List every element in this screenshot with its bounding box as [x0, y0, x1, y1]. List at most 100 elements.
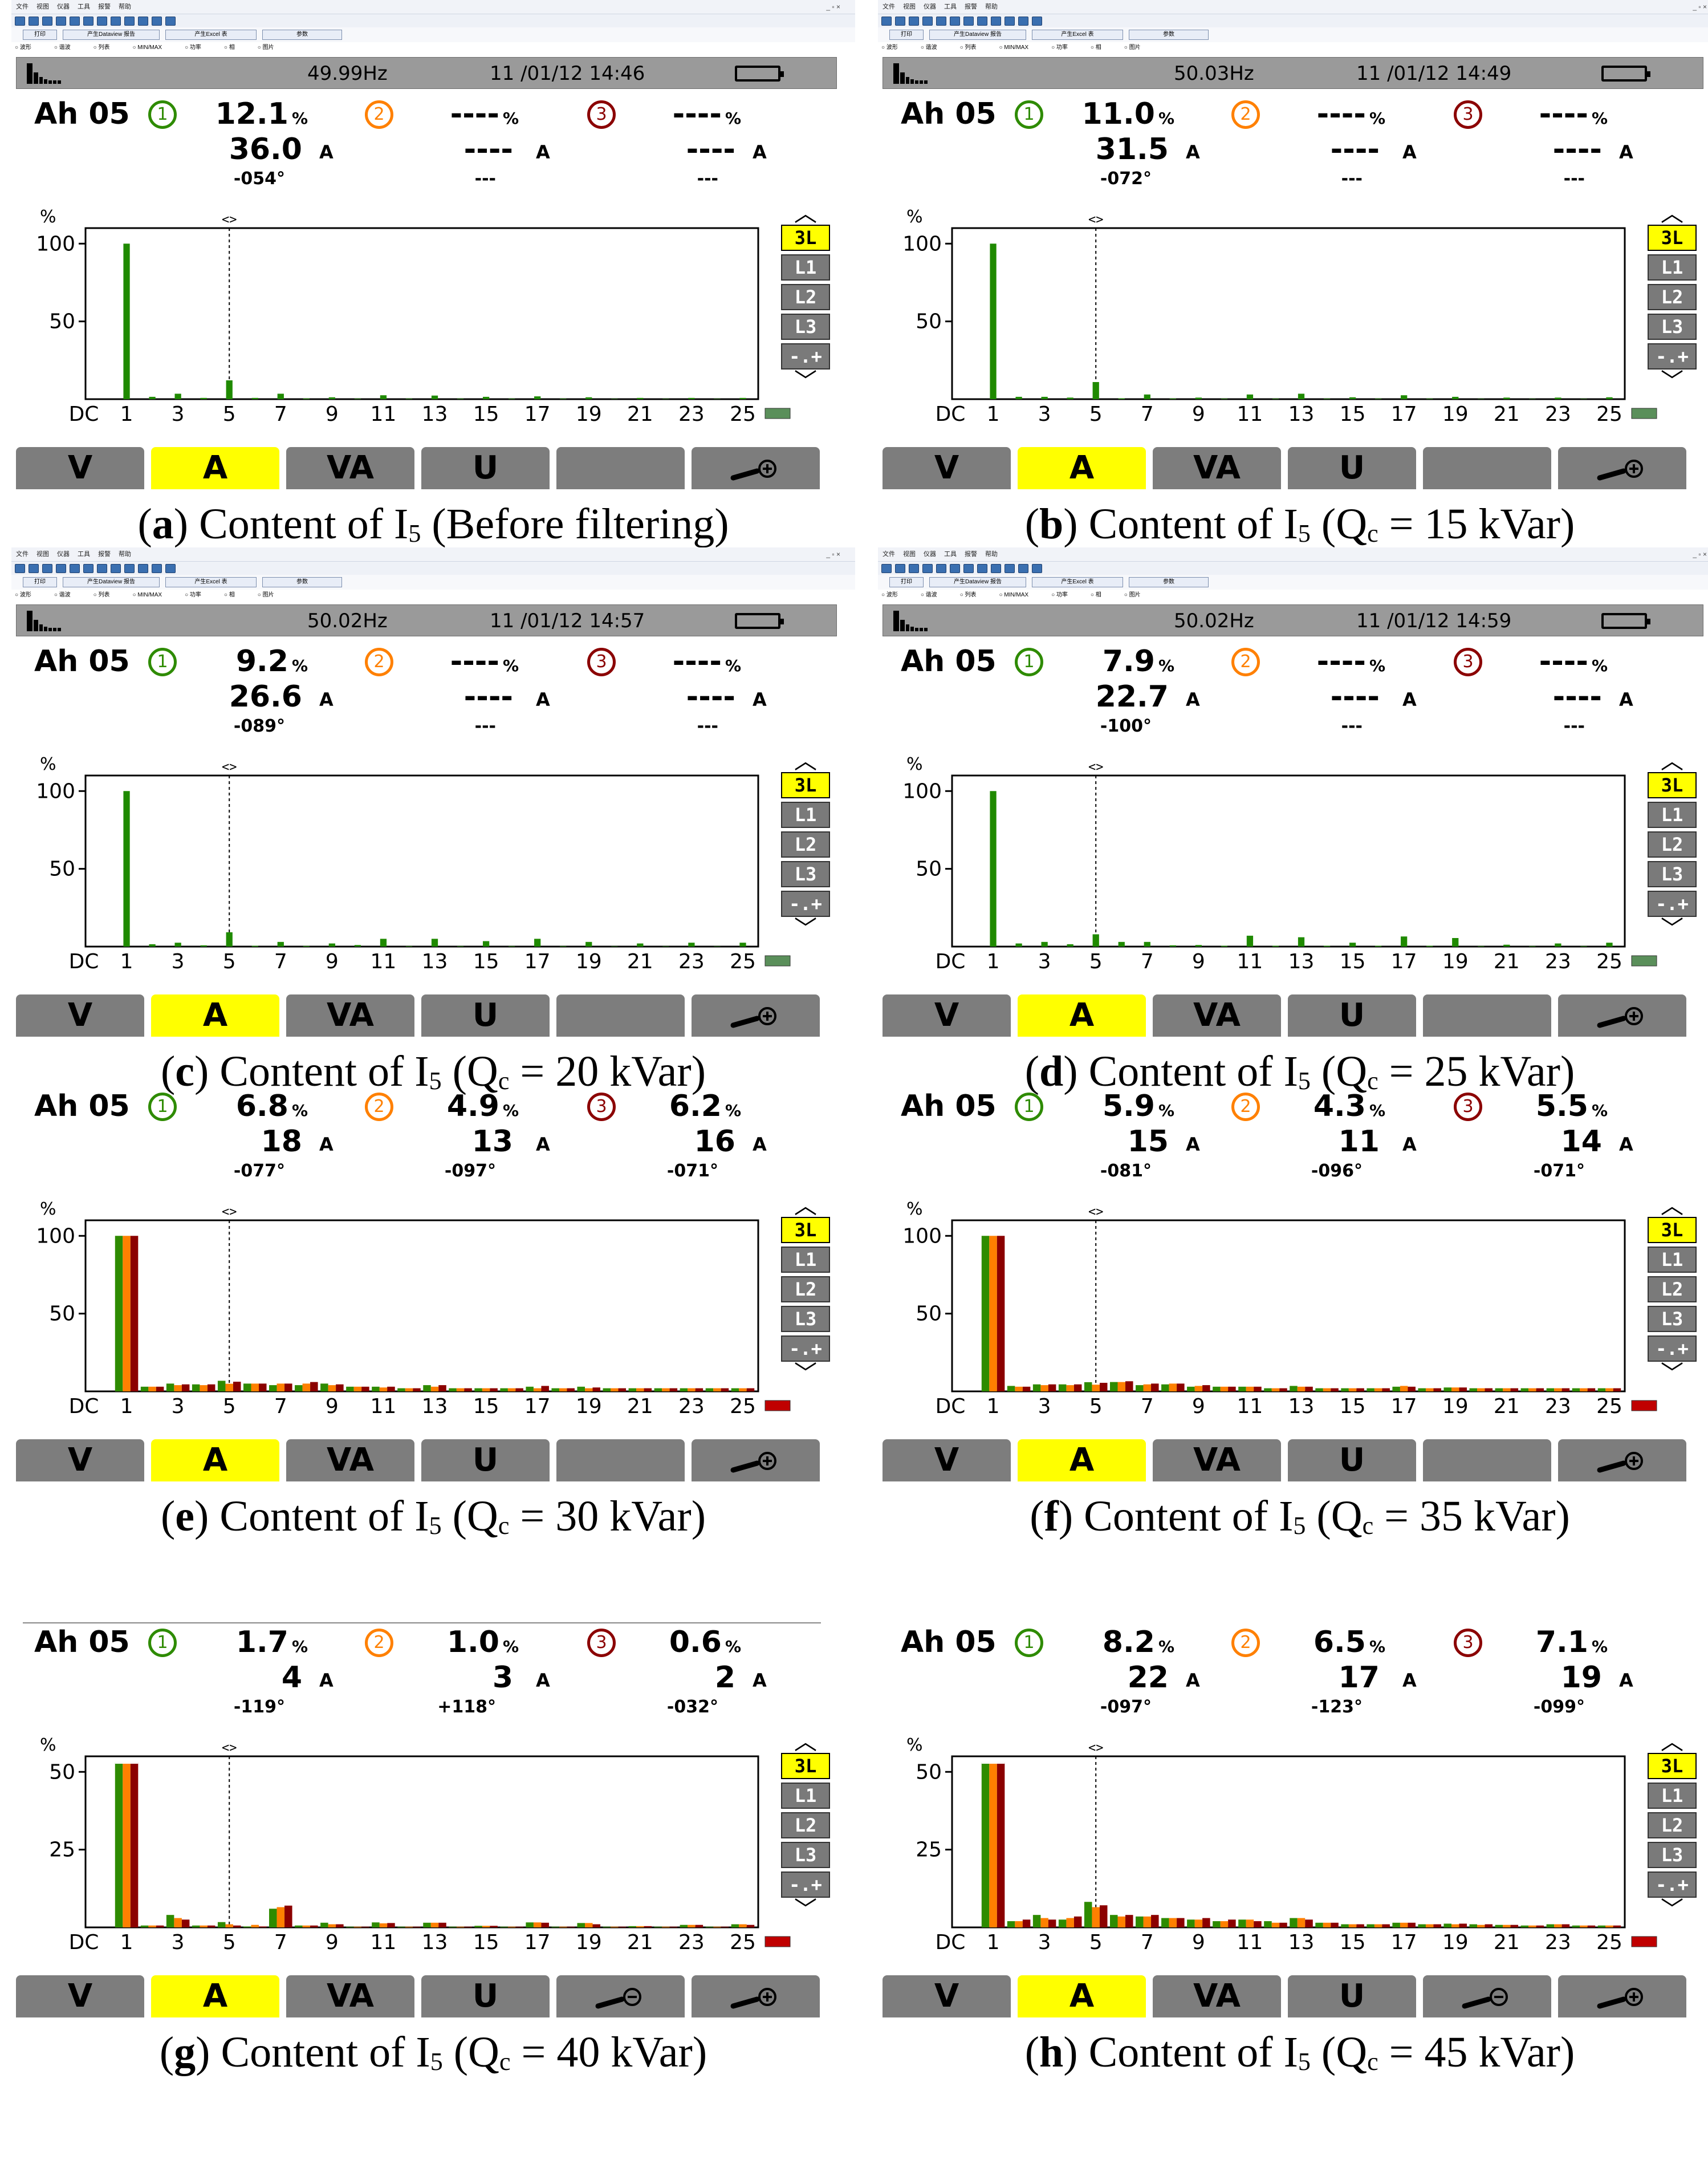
tab-zoom-in[interactable] [1558, 994, 1686, 1037]
tab-u[interactable]: U [421, 994, 550, 1037]
tab-u[interactable]: U [1288, 447, 1416, 489]
toolbar-icon[interactable] [165, 564, 176, 573]
toolbar-icon[interactable] [1018, 17, 1028, 26]
tab-a[interactable]: A [151, 447, 279, 489]
toolbar-icon[interactable] [56, 17, 66, 26]
scroll-right-icon[interactable] [1631, 408, 1657, 419]
phase-button-4[interactable]: L3 [781, 1842, 830, 1868]
toolbar-icon[interactable] [83, 564, 93, 573]
menu-item[interactable]: 帮助 [119, 551, 131, 558]
phase-button-3[interactable]: L2 [1648, 284, 1697, 310]
chevron-up-icon[interactable]: ︿ [794, 1193, 817, 1219]
phase-button-1[interactable]: 3L [1648, 1753, 1697, 1779]
scroll-right-icon[interactable] [764, 1936, 791, 1947]
menu-item[interactable]: 工具 [78, 3, 90, 10]
phase-button-4[interactable]: L3 [1648, 1842, 1697, 1868]
phase-button-4[interactable]: L3 [1648, 1306, 1697, 1332]
view-radio[interactable]: ○ 相 [223, 44, 235, 51]
view-radio[interactable]: ○ 功率 [1051, 592, 1068, 598]
view-radio[interactable]: ○ 列表 [959, 592, 977, 598]
tab-a[interactable]: A [1018, 1975, 1146, 2017]
phase-button-2[interactable]: L1 [781, 1783, 830, 1809]
view-radio[interactable]: ○ 图片 [257, 592, 274, 598]
phase-button-2[interactable]: L1 [781, 802, 830, 828]
view-radio[interactable]: ○ 波形 [15, 592, 31, 598]
toolbar-icon[interactable] [83, 17, 93, 26]
toolbar-icon[interactable] [895, 564, 905, 573]
phase-button-4[interactable]: L3 [1648, 314, 1697, 340]
phase-button-2[interactable]: L1 [1648, 254, 1697, 281]
view-radio[interactable]: ○ 功率 [185, 44, 201, 51]
tab-v[interactable]: V [883, 1975, 1011, 2017]
toolbar-icon[interactable] [909, 564, 919, 573]
toolbar-icon[interactable] [138, 564, 148, 573]
phase-button-3[interactable]: L2 [1648, 1276, 1697, 1302]
chevron-down-icon[interactable]: ﹀ [1661, 916, 1683, 942]
report-button[interactable]: 产生Dataview 报告 [929, 30, 1026, 40]
view-radio[interactable]: ○ 波形 [881, 592, 898, 598]
toolbar-icon[interactable] [936, 564, 946, 573]
tab-zoom-out[interactable] [1423, 1975, 1551, 2017]
tab-v[interactable]: V [16, 994, 144, 1037]
menu-item[interactable]: 文件 [883, 551, 895, 558]
tab-u[interactable]: U [421, 447, 550, 489]
tab-va[interactable]: VA [1153, 1439, 1281, 1481]
phase-button-5[interactable]: -.+ [781, 891, 830, 917]
view-radio[interactable]: ○ MIN/MAX [999, 44, 1029, 51]
tab-a[interactable]: A [151, 1439, 279, 1481]
tab-zoom-out[interactable] [556, 1975, 685, 2017]
view-radio[interactable]: ○ 谐波 [920, 44, 937, 51]
window-controls[interactable]: _ ▫ × [1693, 3, 1707, 11]
tab-zoom-in[interactable] [692, 1975, 820, 2017]
phase-button-1[interactable]: 3L [781, 1753, 830, 1779]
toolbar-icon[interactable] [909, 17, 919, 26]
report-button[interactable]: 打印 [889, 30, 924, 40]
phase-button-1[interactable]: 3L [1648, 1217, 1697, 1243]
report-button[interactable]: 产生Dataview 报告 [63, 30, 160, 40]
menu-item[interactable]: 帮助 [985, 3, 998, 10]
phase-button-3[interactable]: L2 [781, 1276, 830, 1302]
phase-button-3[interactable]: L2 [1648, 831, 1697, 858]
menu-item[interactable]: 仪器 [57, 3, 70, 10]
menu-item[interactable]: 帮助 [985, 551, 998, 558]
view-radio[interactable]: ○ 波形 [881, 44, 898, 51]
view-radio[interactable]: ○ 图片 [257, 44, 274, 51]
menu-item[interactable]: 工具 [944, 551, 957, 558]
toolbar-icon[interactable] [881, 564, 892, 573]
toolbar-icon[interactable] [1032, 17, 1042, 26]
window-controls[interactable]: _ ▫ × [826, 550, 840, 558]
view-radio[interactable]: ○ 谐波 [54, 592, 71, 598]
phase-button-2[interactable]: L1 [781, 1247, 830, 1273]
chevron-up-icon[interactable]: ︿ [1661, 748, 1683, 774]
toolbar-icon[interactable] [977, 17, 987, 26]
view-radio[interactable]: ○ MIN/MAX [132, 592, 162, 598]
tab-v[interactable]: V [16, 447, 144, 489]
view-radio[interactable]: ○ MIN/MAX [132, 44, 162, 51]
toolbar-icon[interactable] [70, 17, 80, 26]
view-radio[interactable]: ○ 列表 [959, 44, 977, 51]
phase-button-3[interactable]: L2 [781, 1812, 830, 1838]
scroll-right-icon[interactable] [1631, 1400, 1657, 1411]
menu-item[interactable]: 报警 [965, 551, 977, 558]
toolbar-icon[interactable] [977, 564, 987, 573]
tab-va[interactable]: VA [1153, 994, 1281, 1037]
toolbar-icon[interactable] [1018, 564, 1028, 573]
toolbar-icon[interactable] [138, 17, 148, 26]
report-button[interactable]: 参数 [262, 30, 342, 40]
tab-zoom-in[interactable] [1558, 1439, 1686, 1481]
chevron-up-icon[interactable]: ︿ [1661, 1193, 1683, 1219]
report-button[interactable]: 参数 [1129, 577, 1209, 587]
toolbar-icon[interactable] [124, 17, 135, 26]
menu-item[interactable]: 报警 [98, 551, 111, 558]
phase-button-2[interactable]: L1 [1648, 1247, 1697, 1273]
menu-item[interactable]: 文件 [16, 551, 29, 558]
chevron-up-icon[interactable]: ︿ [1661, 1729, 1683, 1755]
toolbar-icon[interactable] [29, 17, 39, 26]
chevron-up-icon[interactable]: ︿ [794, 748, 817, 774]
menu-item[interactable]: 仪器 [924, 551, 936, 558]
menu-item[interactable]: 报警 [965, 3, 977, 10]
report-button[interactable]: 产生Excel 表 [1032, 30, 1123, 40]
toolbar-icon[interactable] [42, 17, 52, 26]
view-radio[interactable]: ○ 列表 [93, 44, 110, 51]
tab-u[interactable]: U [1288, 994, 1416, 1037]
